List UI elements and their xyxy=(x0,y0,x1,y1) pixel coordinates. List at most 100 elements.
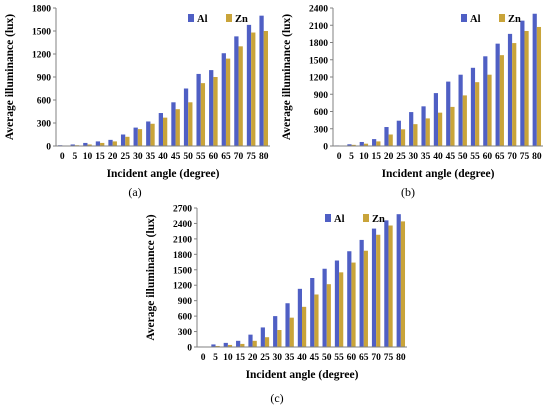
bar-al-35 xyxy=(146,121,151,146)
x-tick-label: 65 xyxy=(495,152,505,162)
bar-zn-25 xyxy=(264,337,270,347)
x-tick-label: 40 xyxy=(158,152,168,162)
y-tick-label: 900 xyxy=(178,297,193,307)
bar-zn-5 xyxy=(215,345,220,347)
bar-zn-60 xyxy=(487,74,492,146)
x-tick-label: 15 xyxy=(235,353,245,363)
legend-swatch-al xyxy=(188,14,194,22)
bar-zn-15 xyxy=(100,142,105,146)
x-tick-label: 70 xyxy=(371,353,381,363)
bar-zn-20 xyxy=(388,134,393,146)
x-tick-label: 5 xyxy=(73,152,78,162)
x-tick-label: 35 xyxy=(421,152,431,162)
bar-zn-75 xyxy=(388,225,393,347)
bar-al-20 xyxy=(384,127,389,146)
bar-al-15 xyxy=(95,141,101,146)
x-tick-label: 75 xyxy=(384,353,394,363)
bar-al-10 xyxy=(223,342,228,347)
bar-al-40 xyxy=(297,288,302,347)
y-tick-label: 1200 xyxy=(173,282,192,292)
bar-zn-65 xyxy=(499,55,504,146)
bar-zn-65 xyxy=(363,250,368,347)
bar-al-30 xyxy=(133,127,138,146)
x-tick-label: 55 xyxy=(196,152,206,162)
x-tick-label: 10 xyxy=(223,353,233,363)
bar-al-45 xyxy=(171,102,176,146)
bar-zn-45 xyxy=(314,294,319,347)
legend-label-zn: Zn xyxy=(508,14,521,25)
legend-label-al: Al xyxy=(334,214,345,225)
bar-al-5 xyxy=(70,144,75,146)
bar-zn-45 xyxy=(175,109,180,146)
bar-zn-45 xyxy=(450,106,455,146)
x-tick-label: 35 xyxy=(285,353,295,363)
x-tick-label: 25 xyxy=(396,152,406,162)
y-tick-label: 2400 xyxy=(173,220,192,230)
x-tick-label: 60 xyxy=(483,152,493,162)
bar-al-50 xyxy=(322,268,327,347)
x-tick-label: 15 xyxy=(95,152,105,162)
bar-zn-70 xyxy=(238,46,243,146)
y-tick-label: 0 xyxy=(323,143,328,153)
x-tick-label: 5 xyxy=(213,353,218,363)
y-axis-label: Average illuminance (lux) xyxy=(281,14,293,140)
y-tick-label: 2400 xyxy=(309,5,328,15)
bar-zn-20 xyxy=(112,141,117,146)
y-axis-label: Average illuminance (lux) xyxy=(145,214,157,340)
bar-zn-40 xyxy=(302,306,307,347)
bar-zn-80 xyxy=(536,26,542,146)
bar-zn-75 xyxy=(251,32,256,146)
x-tick-label: 10 xyxy=(359,152,369,162)
bar-al-25 xyxy=(396,120,401,146)
bar-zn-55 xyxy=(475,82,480,146)
panel-label-b: (b) xyxy=(401,185,415,199)
bar-zn-40 xyxy=(163,117,168,146)
x-tick-label: 80 xyxy=(259,152,269,162)
x-tick-label: 60 xyxy=(209,152,219,162)
y-tick-label: 1500 xyxy=(309,56,328,66)
x-axis-label: Incident angle (degree) xyxy=(246,369,359,381)
bar-al-25 xyxy=(120,134,126,146)
y-tick-label: 600 xyxy=(37,97,52,107)
bar-al-80 xyxy=(259,15,264,147)
legend-label-al: Al xyxy=(470,14,481,25)
bar-zn-75 xyxy=(524,31,529,146)
x-tick-label: 45 xyxy=(171,152,181,162)
bar-al-40 xyxy=(158,113,163,146)
bar-al-20 xyxy=(248,334,253,347)
x-tick-label: 50 xyxy=(183,152,193,162)
x-tick-label: 75 xyxy=(520,152,530,162)
bar-al-75 xyxy=(520,20,525,146)
x-tick-label: 0 xyxy=(60,152,65,162)
y-tick-label: 1500 xyxy=(173,266,192,276)
y-tick-label: 600 xyxy=(178,313,193,323)
y-tick-label: 1800 xyxy=(32,5,51,15)
x-tick-label: 70 xyxy=(507,152,517,162)
bar-zn-55 xyxy=(200,83,206,146)
legend-swatch-zn xyxy=(499,14,505,22)
bar-al-55 xyxy=(470,67,476,146)
bar-zn-10 xyxy=(87,144,92,146)
y-tick-label: 2700 xyxy=(173,205,192,215)
x-tick-label: 25 xyxy=(120,152,130,162)
bar-zn-35 xyxy=(150,123,155,146)
bar-zn-40 xyxy=(438,112,443,146)
y-tick-label: 600 xyxy=(314,108,329,118)
bar-zn-30 xyxy=(277,330,282,347)
bar-al-45 xyxy=(310,278,315,347)
x-tick-label: 75 xyxy=(246,152,256,162)
bar-al-50 xyxy=(458,74,463,146)
legend-label-al: Al xyxy=(197,14,208,25)
bar-al-70 xyxy=(371,228,377,347)
y-tick-label: 1800 xyxy=(173,251,192,261)
bar-al-10 xyxy=(83,142,88,146)
x-tick-label: 30 xyxy=(133,152,143,162)
bar-al-75 xyxy=(384,220,389,347)
chart-panel-c: 0 300 600 900 1200 1500 1800 2100 2400 2700 0 5 10 15… xyxy=(135,202,415,408)
x-tick-label: 40 xyxy=(297,353,307,363)
bar-zn-10 xyxy=(227,344,233,347)
x-tick-label: 50 xyxy=(322,353,332,363)
x-tick-label: 60 xyxy=(347,353,357,363)
bar-zn-25 xyxy=(125,136,130,146)
